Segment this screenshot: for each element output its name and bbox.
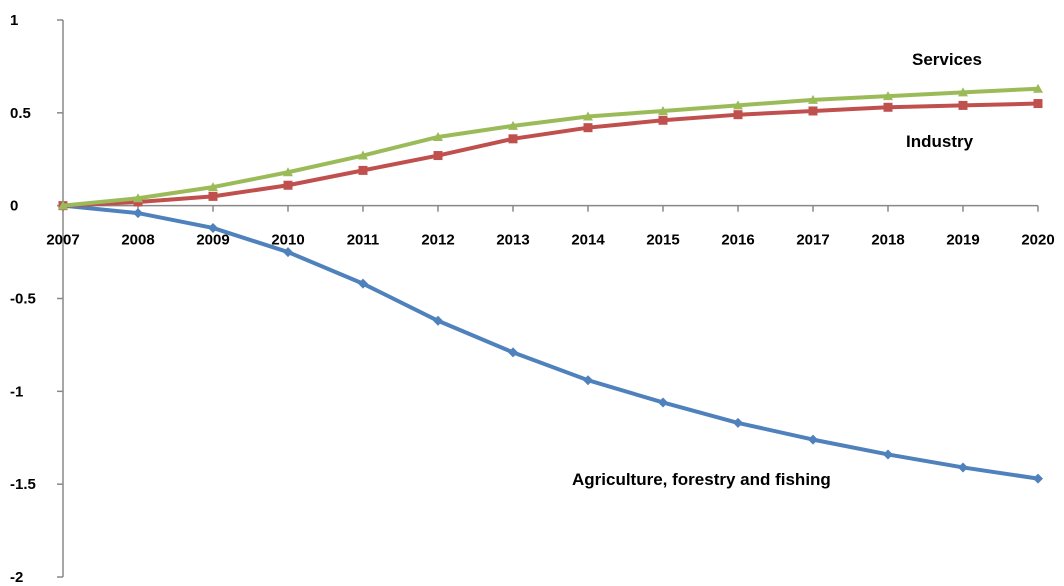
data-point [433,151,443,161]
data-point [958,100,968,110]
data-point [1033,99,1043,109]
data-point [208,191,218,201]
x-tick-label: 2010 [271,232,304,249]
data-point [433,131,443,141]
data-point [808,434,818,445]
y-tick-label: -1.5 [10,476,36,493]
data-point [508,134,518,144]
x-tick-label: 2018 [871,232,904,249]
series-services [58,83,1043,210]
series-line [61,86,1040,208]
x-tick-label: 2008 [121,232,154,249]
data-point [958,87,968,97]
x-tick-label: 2013 [496,232,529,249]
x-tick-label: 2009 [196,232,229,249]
y-tick-label: -1 [10,383,23,400]
x-tick-label: 2007 [46,232,79,249]
series-line [61,203,1040,481]
data-point [283,247,293,258]
data-point [883,449,893,460]
x-tick-label: 2020 [1021,232,1054,249]
series-line [61,101,1040,208]
y-tick-label: 0.5 [10,105,31,122]
x-tick-label: 2015 [646,232,679,249]
x-tick-label: 2012 [421,232,454,249]
data-point [658,105,668,115]
data-point [208,222,218,233]
series-label: Services [912,50,982,69]
data-point [208,182,218,192]
data-point [283,167,293,177]
series-layer [58,83,1043,484]
series-label: Agriculture, forestry and fishing [572,470,831,489]
data-point [283,180,293,190]
x-tick-label: 2014 [571,232,605,249]
y-tick-label: 0 [10,198,18,215]
data-point [358,278,368,289]
data-point [658,397,668,408]
data-point [433,315,443,326]
data-point [883,91,893,101]
data-point [808,94,818,104]
data-point [583,123,593,133]
y-tick-label: 1 [10,12,18,29]
data-point [1033,83,1043,93]
data-point [583,375,593,386]
labels-layer: Services Industry Agriculture, forestry an… [572,50,982,489]
x-tick-label: 2011 [347,232,380,249]
series-label: Industry [906,132,974,151]
data-point [733,417,743,428]
x-tick-label: 2016 [721,232,754,249]
x-tick-label: 2019 [946,232,979,249]
y-tick-label: -2 [10,569,23,586]
data-point [58,200,68,210]
axes: 1 0.5 0 -0.5 -1 -1.5 -2 2007 2008 2009 2010 2011 201… [10,12,1055,586]
data-point [808,106,818,116]
data-point [358,150,368,160]
data-point [133,193,143,203]
data-point [133,208,143,219]
data-point [508,347,518,358]
data-point [508,120,518,130]
data-point [883,102,893,112]
data-point [658,115,668,125]
data-point [958,462,968,473]
data-point [358,165,368,175]
data-point [1033,473,1043,484]
data-point [733,110,743,120]
y-tick-label: -0.5 [10,291,36,308]
series-industry [58,99,1043,211]
data-point [733,100,743,110]
data-point [583,111,593,121]
x-tick-label: 2017 [796,232,829,249]
